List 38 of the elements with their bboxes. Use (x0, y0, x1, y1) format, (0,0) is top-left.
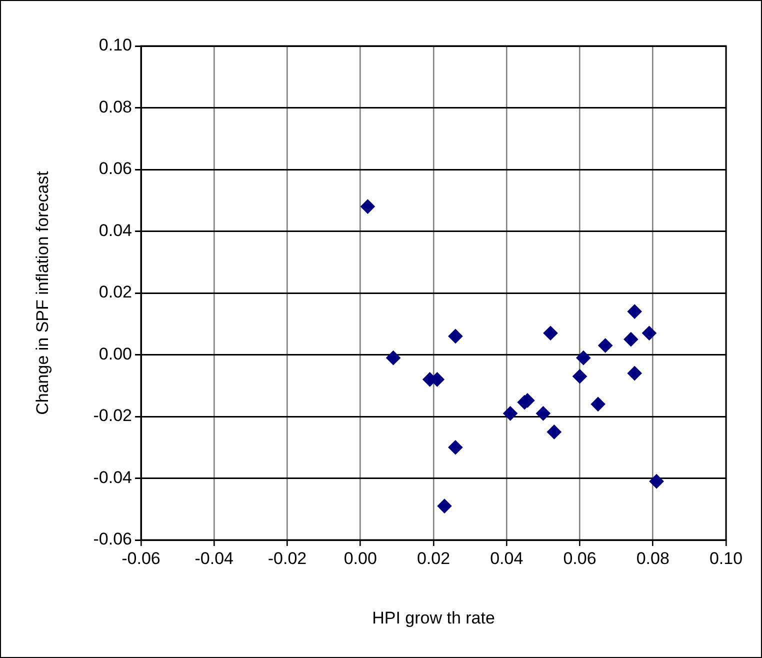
point (547, 424, 562, 439)
y-tick-label: 0.04 (98, 220, 132, 240)
x-tick-label: -0.02 (268, 548, 307, 568)
point (437, 499, 452, 514)
point (628, 366, 642, 380)
x-axis-title: HPI grow th rate (372, 608, 495, 628)
x-tick-label: 0.10 (709, 548, 743, 568)
point (503, 406, 518, 420)
x-tick-label: 0.04 (490, 548, 524, 568)
x-tick-label: 0.08 (636, 548, 670, 568)
point (598, 338, 612, 352)
y-tick-label: 0.06 (98, 159, 132, 178)
x-tick-label: -0.04 (194, 548, 234, 568)
x-tick-label: 0.02 (416, 548, 450, 568)
y-tick-label: 0.02 (98, 282, 132, 302)
y-tick-label: -0.02 (93, 406, 132, 426)
x-tick-label: 0.00 (344, 548, 377, 568)
point (624, 332, 638, 346)
point (544, 326, 558, 340)
x-tick-label: 0.06 (563, 548, 596, 568)
point (572, 369, 587, 384)
point (591, 397, 606, 412)
y-tick-label: 0.00 (98, 344, 132, 364)
point (448, 440, 462, 454)
point (642, 326, 656, 340)
y-axis-title: Change in SPF inflation forecast (32, 170, 52, 415)
y-tick-label: 0.10 (98, 36, 132, 55)
point (650, 474, 664, 488)
point (628, 304, 642, 319)
x-tick-label: -0.06 (122, 548, 160, 568)
point (576, 350, 590, 365)
point (448, 329, 462, 344)
point (536, 406, 550, 420)
y-tick-label: 0.08 (98, 97, 132, 116)
y-tick-label: -0.04 (93, 468, 132, 487)
point (360, 200, 375, 214)
y-tick-label: -0.06 (93, 530, 132, 549)
point (386, 350, 400, 365)
